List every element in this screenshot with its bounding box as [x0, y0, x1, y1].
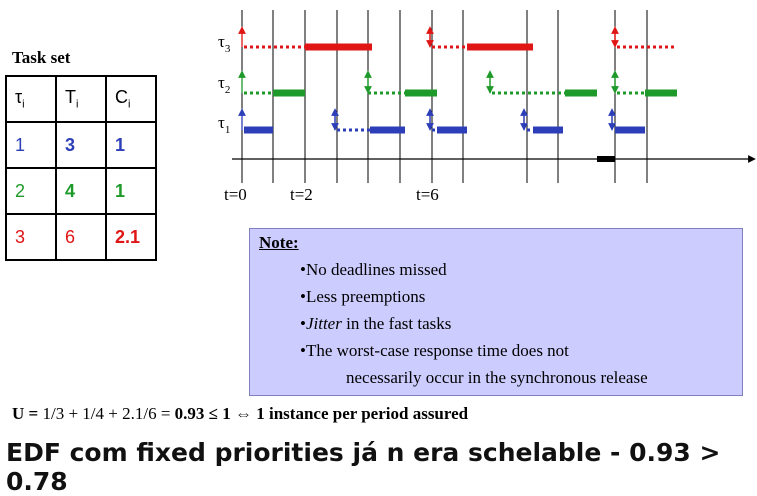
- header-cell: τi: [5, 75, 57, 123]
- result: 0.93 ≤ 1 ⇔ 1 instance per period assured: [174, 404, 469, 423]
- cell: 6: [55, 213, 107, 261]
- subscript: 2: [225, 84, 231, 96]
- prefix: U =: [12, 404, 39, 423]
- slide: {"task_set": {"title": "Task set", "head…: [5, 10, 756, 496]
- cell: 3: [5, 213, 57, 261]
- idle-bar: [597, 156, 615, 162]
- table-title: Task set: [12, 48, 71, 67]
- emphasis: Jitter: [305, 314, 342, 333]
- text: in the fast tasks: [341, 314, 452, 333]
- utilization: U = 1/3 + 1/4 + 2.1/6 = 0.93 ≤ 1 ⇔ 1 ins…: [12, 404, 468, 424]
- time-label: t=2: [290, 185, 313, 204]
- symbol: τ: [15, 87, 23, 108]
- header-cell: Ci: [105, 75, 157, 123]
- task-table: τi Ti Ci 1 3 1 2 4 1 3 6 2.1: [5, 75, 157, 261]
- grid: [241, 10, 648, 183]
- cell: 1: [105, 167, 157, 215]
- subscript: i: [22, 98, 25, 111]
- timeline: τ3 τ2 τ1 t=0 t=2 t=6: [218, 10, 756, 204]
- subscript: i: [128, 98, 131, 111]
- task-label: τ1: [218, 113, 230, 136]
- cell: 2.1: [105, 213, 157, 261]
- note-item: •Jitter in the fast tasks: [300, 310, 742, 337]
- cell: 2: [5, 167, 57, 215]
- note-item: •No deadlines missed: [300, 260, 447, 279]
- cell: 1: [105, 121, 157, 169]
- release-arrows: [238, 26, 619, 131]
- symbol: T: [65, 87, 76, 108]
- header-cell: Ti: [55, 75, 107, 123]
- cell: 3: [55, 121, 107, 169]
- task-label: τ3: [218, 32, 231, 55]
- time-label: t=0: [224, 185, 247, 204]
- note-item: necessarily occur in the synchronous rel…: [346, 368, 648, 387]
- cell: 1: [5, 121, 57, 169]
- subscript: 3: [225, 43, 231, 55]
- symbol: τ: [218, 113, 225, 132]
- subscript: 1: [225, 124, 231, 136]
- note-item: •The worst-case response time does not: [300, 341, 569, 360]
- cell: 4: [55, 167, 107, 215]
- symbol: C: [115, 87, 128, 108]
- time-label: t=6: [416, 185, 439, 204]
- subscript: i: [76, 98, 79, 111]
- waiting: [244, 45, 677, 132]
- note-title: Note:: [259, 233, 299, 252]
- bullet: •: [300, 314, 306, 333]
- caption: EDF com fixed priorities já n era schela…: [6, 438, 721, 496]
- expression: 1/3 + 1/4 + 2.1/6 =: [38, 404, 175, 423]
- execution: [244, 43, 677, 134]
- note-item: •Less preemptions: [300, 287, 426, 306]
- task-label: τ2: [218, 73, 230, 96]
- symbol: τ: [218, 32, 225, 51]
- note-box: Note: •No deadlines missed •Less preempt…: [249, 228, 743, 396]
- symbol: τ: [218, 73, 225, 92]
